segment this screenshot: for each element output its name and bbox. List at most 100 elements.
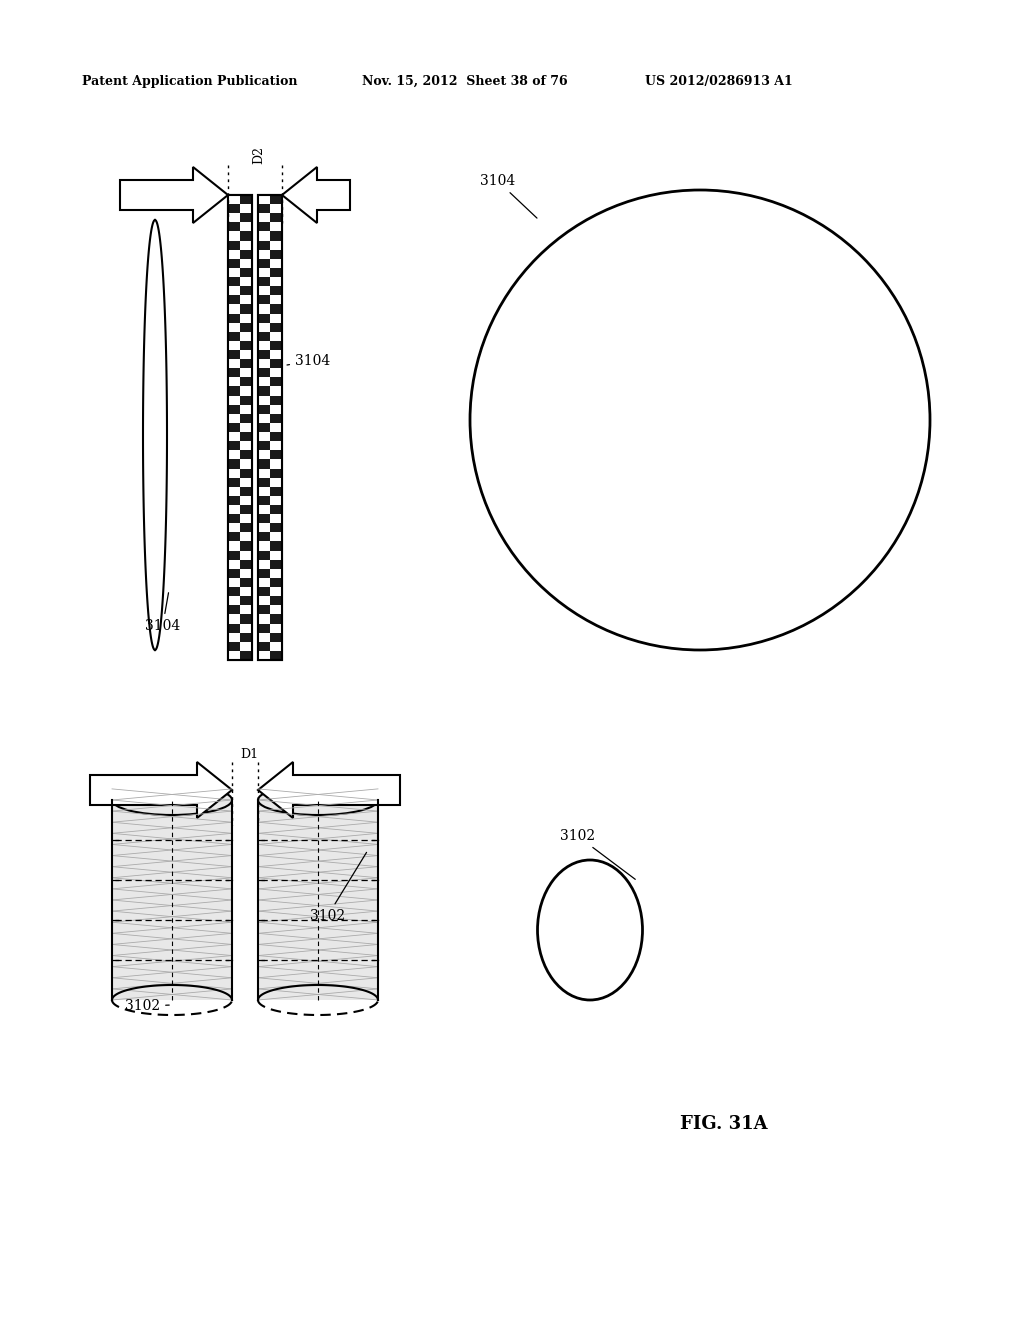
Bar — [258, 231, 270, 240]
Bar — [240, 259, 252, 268]
Bar — [270, 550, 282, 560]
Bar — [258, 414, 270, 422]
Bar — [258, 268, 270, 277]
Bar — [258, 195, 282, 660]
Bar — [240, 422, 252, 432]
Bar — [240, 222, 252, 231]
Bar — [228, 414, 240, 422]
Bar — [240, 496, 252, 506]
Bar — [240, 205, 252, 214]
Text: 3104: 3104 — [287, 354, 331, 368]
Bar — [270, 441, 282, 450]
Bar — [270, 259, 282, 268]
Bar — [228, 195, 240, 205]
Bar — [270, 459, 282, 469]
Bar — [258, 396, 270, 405]
Bar — [270, 296, 282, 305]
Bar — [240, 331, 252, 341]
Bar — [258, 487, 270, 496]
Bar — [228, 487, 240, 496]
Bar — [228, 214, 240, 222]
Bar — [228, 231, 240, 240]
Bar — [258, 541, 270, 550]
Bar — [240, 459, 252, 469]
Bar — [270, 569, 282, 578]
Bar — [240, 368, 252, 378]
Bar — [270, 496, 282, 506]
Bar — [270, 587, 282, 597]
Bar — [270, 350, 282, 359]
Text: D1: D1 — [240, 748, 258, 762]
Bar — [228, 305, 240, 314]
Bar — [112, 800, 232, 1001]
Bar — [240, 550, 252, 560]
Bar — [228, 322, 240, 331]
Bar — [258, 450, 270, 459]
Bar — [270, 205, 282, 214]
Bar — [258, 432, 270, 441]
Bar — [258, 214, 270, 222]
Bar — [258, 632, 270, 642]
Bar — [270, 422, 282, 432]
Bar — [228, 432, 240, 441]
Bar — [228, 614, 240, 623]
Bar — [270, 277, 282, 286]
Bar — [240, 387, 252, 396]
Polygon shape — [258, 762, 400, 818]
Bar — [228, 597, 240, 606]
Bar — [240, 606, 252, 614]
Bar — [240, 350, 252, 359]
Polygon shape — [120, 168, 228, 223]
Bar — [240, 513, 252, 523]
Text: 3102: 3102 — [125, 999, 169, 1012]
Bar — [228, 651, 240, 660]
Bar — [228, 632, 240, 642]
Bar — [258, 560, 270, 569]
Bar — [240, 240, 252, 249]
Bar — [258, 523, 270, 532]
Text: FIG. 31A: FIG. 31A — [680, 1115, 768, 1133]
Bar — [258, 597, 270, 606]
Bar — [258, 322, 270, 331]
Bar — [270, 606, 282, 614]
Bar — [258, 359, 270, 368]
Text: Patent Application Publication: Patent Application Publication — [82, 75, 298, 88]
Bar — [228, 341, 240, 350]
Bar — [258, 578, 270, 587]
Bar — [240, 532, 252, 541]
Bar — [228, 560, 240, 569]
Text: D2: D2 — [253, 147, 265, 164]
Text: Nov. 15, 2012  Sheet 38 of 76: Nov. 15, 2012 Sheet 38 of 76 — [362, 75, 567, 88]
Bar — [228, 286, 240, 296]
Bar — [228, 195, 252, 660]
Bar — [228, 541, 240, 550]
Bar — [240, 623, 252, 632]
Bar — [270, 405, 282, 414]
Bar — [228, 578, 240, 587]
Bar — [270, 222, 282, 231]
Bar — [240, 314, 252, 322]
Bar — [240, 478, 252, 487]
Polygon shape — [90, 762, 232, 818]
Text: 3102: 3102 — [310, 853, 367, 923]
Bar — [258, 195, 282, 660]
Bar — [258, 651, 270, 660]
Text: 3104: 3104 — [480, 174, 537, 218]
Bar — [258, 249, 270, 259]
Bar — [228, 469, 240, 478]
Bar — [258, 341, 270, 350]
Bar — [270, 513, 282, 523]
Bar — [228, 506, 240, 513]
Bar — [228, 396, 240, 405]
Bar — [258, 469, 270, 478]
Bar — [258, 195, 270, 205]
Bar — [258, 378, 270, 387]
Bar — [258, 305, 270, 314]
Bar — [228, 249, 240, 259]
Bar — [240, 296, 252, 305]
Bar — [240, 569, 252, 578]
Bar — [258, 286, 270, 296]
Bar — [270, 478, 282, 487]
Bar — [240, 405, 252, 414]
Bar — [270, 387, 282, 396]
